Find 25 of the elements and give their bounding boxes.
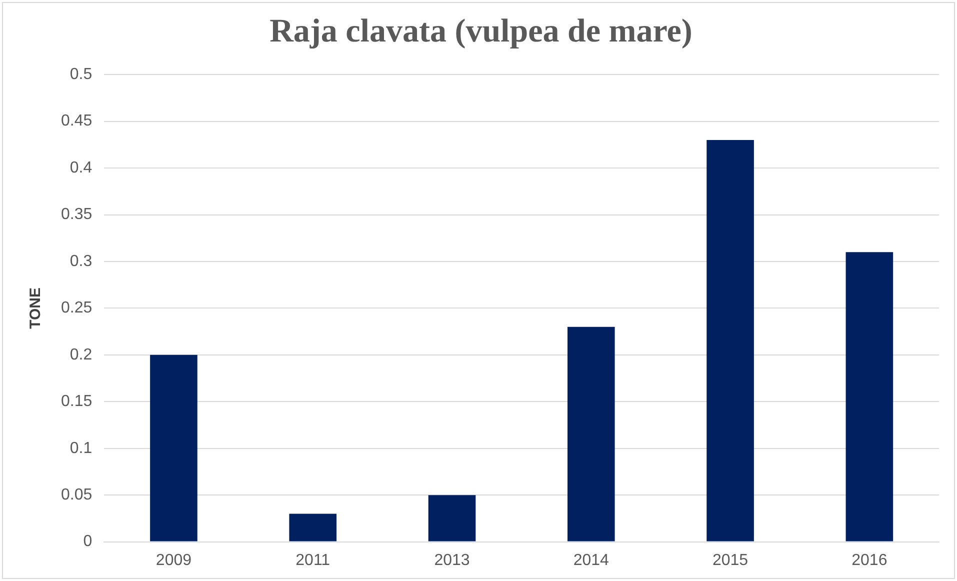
y-tick-label: 0.45 [61,112,92,130]
x-tick-label: 2011 [296,552,330,569]
x-tick-label: 2016 [852,552,888,569]
y-tick-label: 0.35 [61,206,92,224]
bar [706,140,754,542]
x-tick-label: 2014 [573,552,610,569]
y-tick-label: 0.5 [70,66,92,84]
y-axis-title: TONE [27,287,44,329]
y-tick-label: 0.4 [70,159,92,176]
y-tick-label: 0.25 [61,300,92,317]
bar [289,514,337,542]
y-tick-label: 0 [83,533,92,550]
y-tick-label: 0.1 [70,440,92,457]
bar [428,495,476,542]
y-tick-label: 0.3 [70,252,92,270]
y-tick-label: 0.2 [70,346,92,364]
chart-title: Raja clavata (vulpea de mare) [270,13,692,50]
bar [150,354,198,542]
bar [567,326,615,542]
y-tick-label: 0.05 [61,486,92,504]
y-tick-label: 0.15 [61,393,92,410]
bar [846,252,894,542]
x-tick-label: 2013 [434,552,470,569]
x-tick-label: 2015 [712,552,748,569]
x-tick-label: 2009 [156,552,192,569]
